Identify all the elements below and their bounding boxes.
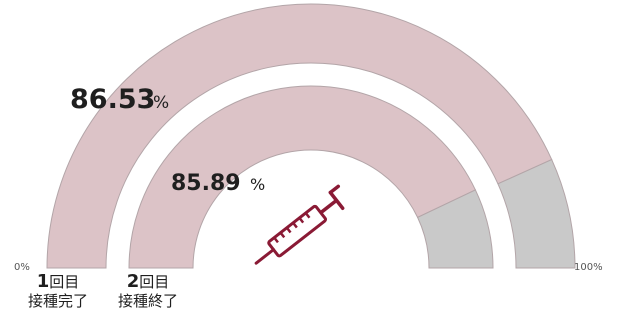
dose2-value-label: 85.89 xyxy=(171,171,241,196)
dose1-category-label: 1回目 接種完了 xyxy=(28,271,89,310)
gauge-arc-remaining-2 xyxy=(416,189,494,269)
dose1-value-label: 86.53 xyxy=(70,84,155,115)
dose1-num: 1 xyxy=(36,271,50,292)
dose2-sub: 接種終了 xyxy=(118,291,179,310)
axis-max-label: 100% xyxy=(574,262,603,273)
gauge-arc-remaining-1 xyxy=(497,158,576,269)
dose1-unit: 回目 xyxy=(49,273,80,291)
dose2-num: 2 xyxy=(126,271,140,292)
dose2-category-label: 2回目 接種終了 xyxy=(118,271,179,310)
dose2-unit: 回目 xyxy=(139,273,170,291)
syringe-icon xyxy=(254,184,345,265)
dose1-sub: 接種完了 xyxy=(28,291,89,310)
axis-min-label: 0% xyxy=(14,262,30,273)
dose2-unit-label: % xyxy=(250,175,265,194)
gauge-arc-filled-2 xyxy=(128,85,477,269)
gauge-arc-filled-1 xyxy=(46,3,553,269)
dose1-unit-label: % xyxy=(153,93,169,113)
